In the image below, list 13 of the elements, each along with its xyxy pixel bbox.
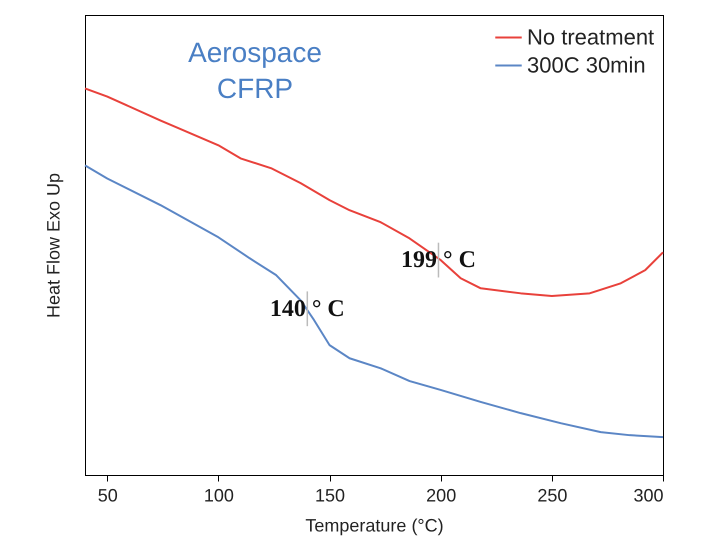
annotation: Aerospace CFRP	[188, 37, 322, 104]
annotation: 199 ° C	[401, 247, 476, 274]
x-tick-label: 150	[315, 486, 346, 506]
x-tick-label: 50	[98, 486, 118, 506]
x-tick-label: 250	[537, 486, 568, 506]
annotation: 140 ° C	[270, 296, 345, 322]
legend-label: No treatment	[527, 24, 654, 50]
x-tick-label: 200	[426, 486, 456, 506]
legend-label: 300C 30min	[527, 52, 646, 78]
x-tick-label: 300	[633, 486, 664, 506]
x-tick-label: 100	[204, 486, 234, 506]
x-axis-title: Temperature (°C)	[305, 516, 444, 536]
y-axis-title: Heat Flow Exo Up	[44, 172, 64, 318]
